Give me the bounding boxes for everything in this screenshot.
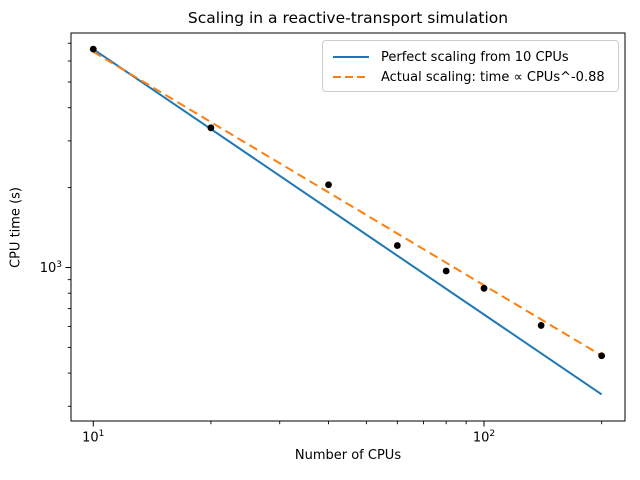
legend-label-actual-scaling: Actual scaling: time ∝ CPUs^-0.88 [381, 69, 605, 85]
data-points [393, 242, 401, 249]
data-points [207, 124, 215, 132]
data-points [537, 322, 545, 329]
legend-label-perfect-scaling: Perfect scaling from 10 CPUs [381, 49, 569, 65]
x-axis-label: Number of CPUs [294, 448, 402, 463]
x-tick-label: 101 [82, 429, 105, 446]
data-points [480, 284, 488, 292]
data-points [89, 45, 97, 53]
data-points [598, 352, 606, 360]
actual-scaling-line [92, 50, 603, 357]
legend-entry-perfect-scaling: Perfect scaling from 10 CPUs [332, 47, 609, 67]
x-tick-label: 102 [472, 429, 496, 446]
legend-line-sample-solid [333, 56, 369, 58]
chart-title: Scaling in a reactive-transport simulati… [187, 9, 509, 27]
legend-entry-actual-scaling: Actual scaling: time ∝ CPUs^-0.88 [332, 67, 609, 87]
legend-line-sample-dashed [333, 76, 369, 78]
data-points [442, 267, 450, 275]
y-axis-label: CPU time (s) [8, 187, 24, 268]
axes-spines [70, 32, 626, 422]
legend: Perfect scaling from 10 CPUs Actual scal… [322, 40, 619, 92]
y-tick-label: 103 [39, 259, 62, 276]
data-points [325, 181, 332, 189]
perfect-scaling-line [92, 48, 603, 396]
